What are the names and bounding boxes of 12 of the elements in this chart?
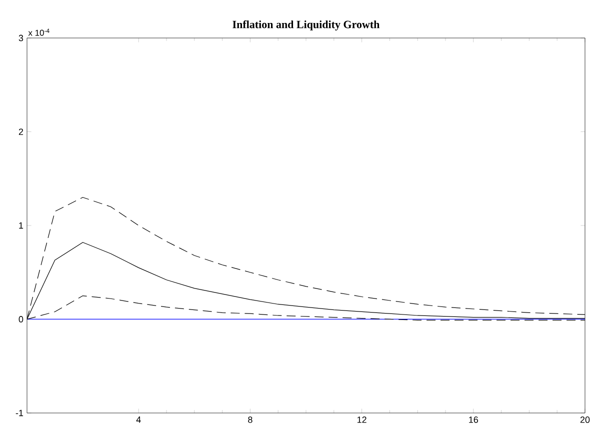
y-tick-label: 2	[18, 128, 24, 135]
x-tick-label: 4	[136, 416, 141, 423]
x-tick-label: 8	[248, 416, 252, 423]
chart-title: Inflation and Liquidity Growth	[232, 20, 380, 30]
x-tick-label: 20	[580, 416, 590, 423]
x-tick-label: 16	[469, 416, 478, 423]
y-tick-label: 3	[18, 34, 24, 42]
y-tick-label: 1	[19, 222, 24, 229]
y-tick-label: -1	[16, 410, 24, 416]
y-tick-label: 0	[18, 316, 24, 322]
text: x 10$^{-4}$	[28, 28, 50, 36]
x-tick-label: 12	[357, 416, 366, 423]
